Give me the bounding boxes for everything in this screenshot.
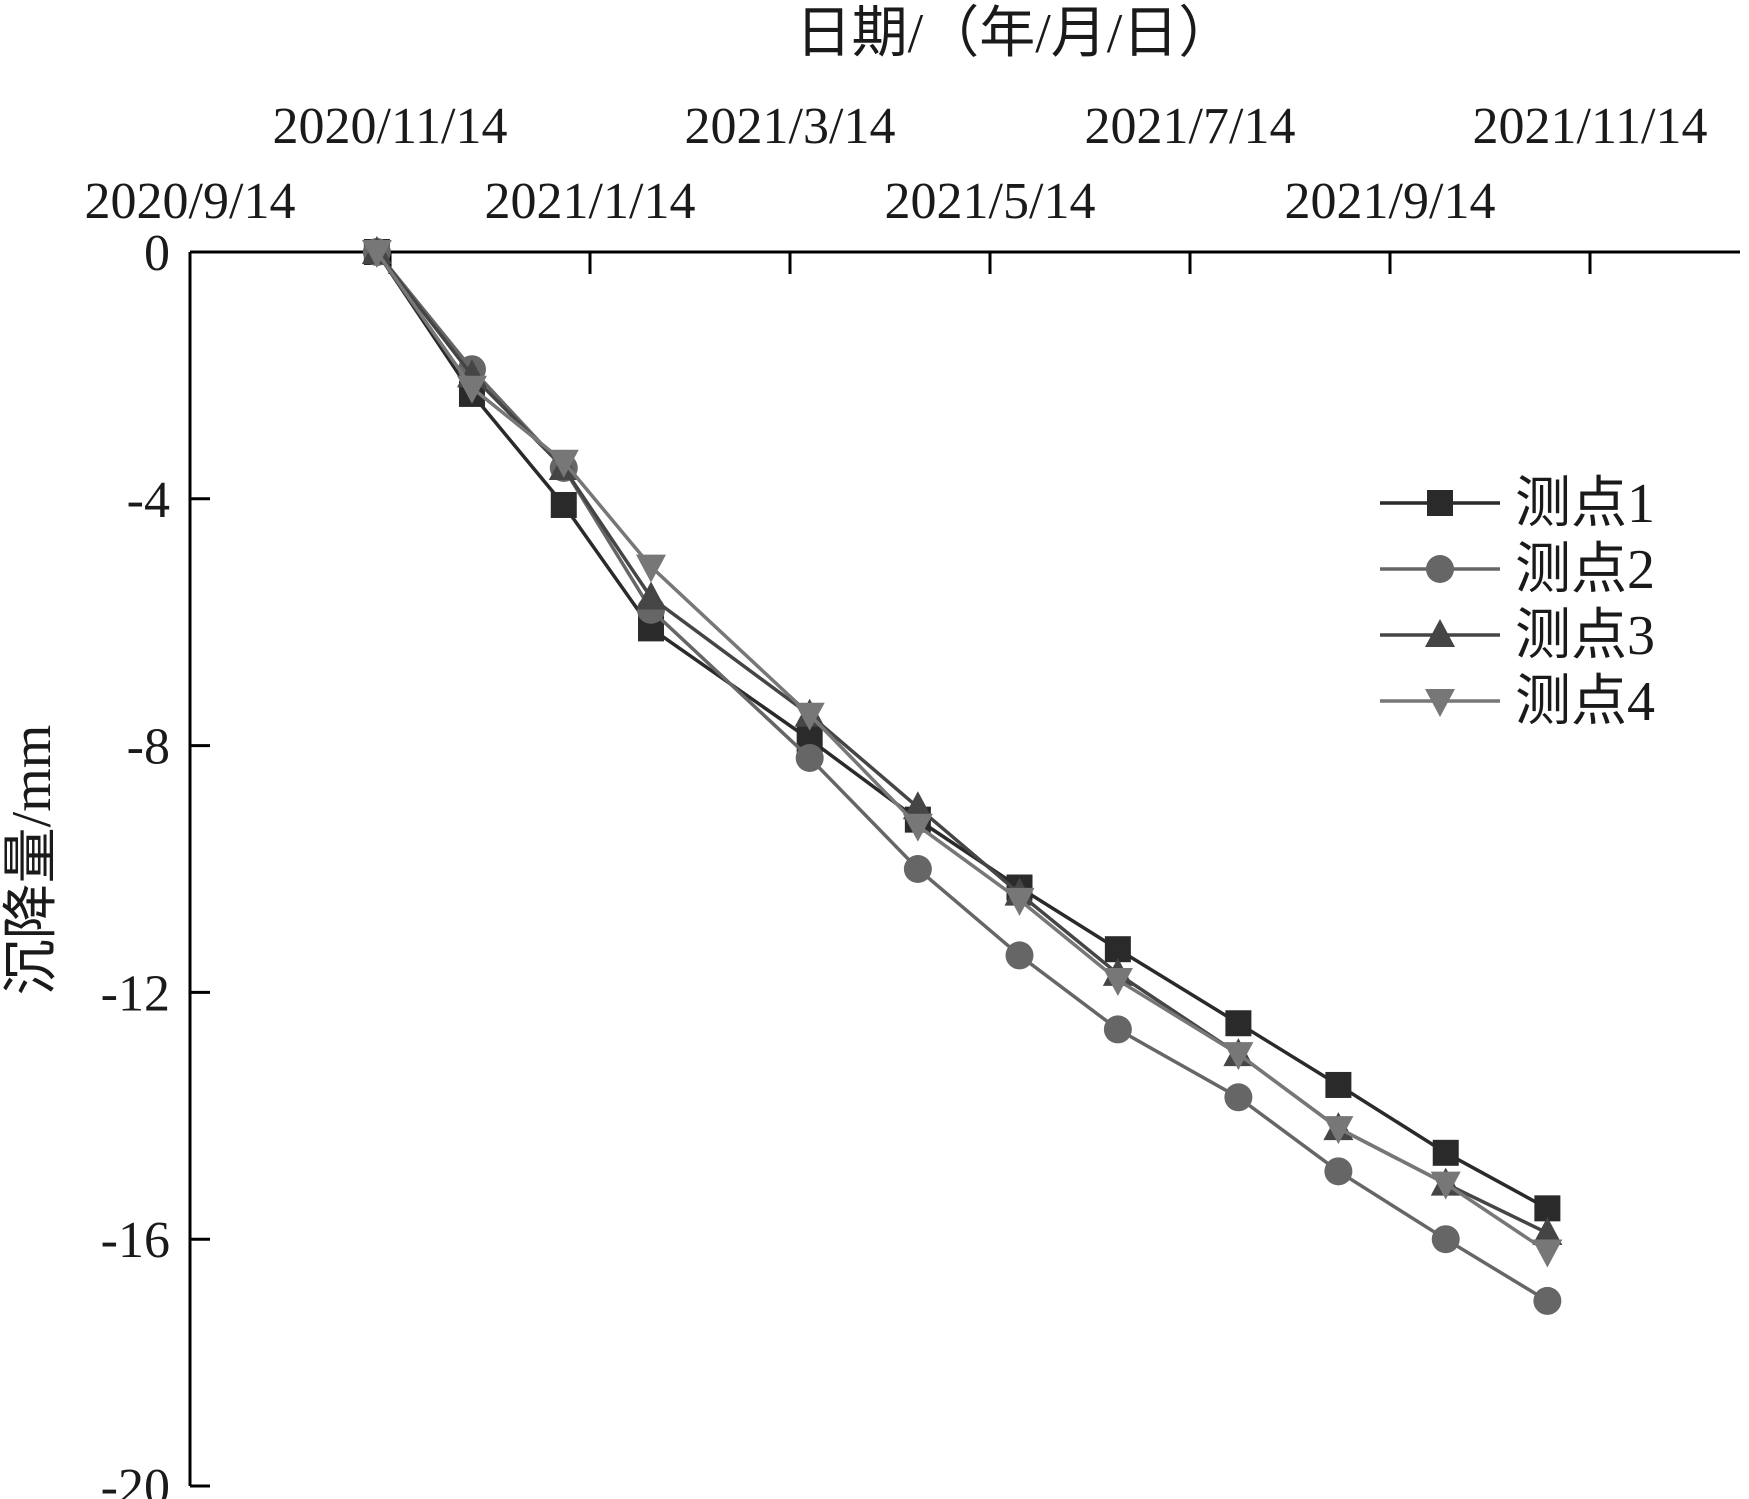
data-point: [1223, 1042, 1254, 1071]
x-axis: 2020/9/14 2020/11/14 2021/1/14 2021/3/14 202…: [85, 98, 1740, 274]
data-point: [1323, 1116, 1354, 1145]
legend-marker: [1425, 619, 1455, 647]
series-3: [361, 236, 1563, 1246]
data-point: [1533, 1286, 1562, 1315]
plot-series: [361, 236, 1563, 1315]
x-tick-label: 2021/3/14: [685, 98, 896, 155]
legend-item: 测点3: [1380, 605, 1655, 667]
data-point: [902, 791, 933, 820]
series-2: [362, 238, 1562, 1315]
data-point: [1532, 1217, 1563, 1246]
series-1: [363, 239, 1561, 1222]
legend-item: 测点4: [1380, 671, 1655, 733]
data-point: [636, 554, 667, 583]
data-point: [794, 702, 825, 731]
data-point: [361, 240, 392, 268]
legend-item: 测点1: [1380, 473, 1655, 535]
x-tick-label: 2020/11/14: [273, 98, 508, 155]
data-point: [1324, 1157, 1353, 1186]
x-tick-label: 2021/1/14: [485, 173, 696, 230]
data-point: [1534, 1195, 1561, 1222]
data-point: [550, 491, 577, 518]
legend-marker: [1425, 689, 1455, 717]
data-point: [1224, 1083, 1253, 1112]
y-tick-label: -8: [127, 719, 170, 776]
legend-label: 测点1: [1515, 473, 1655, 535]
y-axis-title: 沉降量/mm: [1, 725, 63, 996]
data-point: [1430, 1171, 1461, 1200]
data-point: [1005, 941, 1034, 970]
data-point: [1432, 1139, 1459, 1166]
y-tick-label: -4: [127, 472, 170, 529]
x-tick-label: 2021/7/14: [1085, 98, 1296, 155]
data-point: [902, 813, 933, 842]
legend-label: 测点4: [1515, 671, 1655, 733]
data-point: [1325, 1071, 1352, 1098]
legend-label: 测点3: [1515, 605, 1655, 667]
y-tick-label: -20: [101, 1459, 170, 1499]
x-axis-title: 日期/（年/月/日）: [796, 3, 1235, 65]
data-point: [1004, 887, 1035, 916]
series-line: [375, 251, 1549, 1210]
series-line: [375, 250, 1549, 1235]
legend-marker: [1427, 490, 1453, 516]
x-tick-label: 2021/9/14: [1285, 173, 1496, 230]
legend-marker: [1426, 555, 1454, 583]
x-tick-label: 2021/5/14: [885, 173, 1096, 230]
series-4: [361, 240, 1563, 1268]
data-point: [1431, 1225, 1460, 1254]
y-tick-label: 0: [144, 225, 170, 282]
legend-label: 测点2: [1515, 539, 1655, 601]
data-point: [1532, 1239, 1563, 1268]
y-tick-label: -12: [101, 965, 170, 1022]
data-point: [636, 581, 667, 610]
data-point: [456, 375, 487, 404]
x-tick-label: 2020/9/14: [85, 173, 296, 230]
data-point: [1225, 1010, 1252, 1037]
legend-item: 测点2: [1380, 539, 1655, 601]
x-tick-label: 2021/11/14: [1473, 98, 1708, 155]
data-point: [1102, 968, 1133, 997]
y-axis: 0 -4 -8 -12 -16 -20: [101, 225, 210, 1499]
data-point: [795, 743, 824, 772]
series-line: [375, 250, 1549, 1253]
data-point: [548, 449, 579, 478]
y-tick-label: -16: [101, 1212, 170, 1269]
data-point: [1104, 936, 1131, 963]
data-point: [903, 855, 932, 883]
data-point: [1103, 1015, 1132, 1044]
